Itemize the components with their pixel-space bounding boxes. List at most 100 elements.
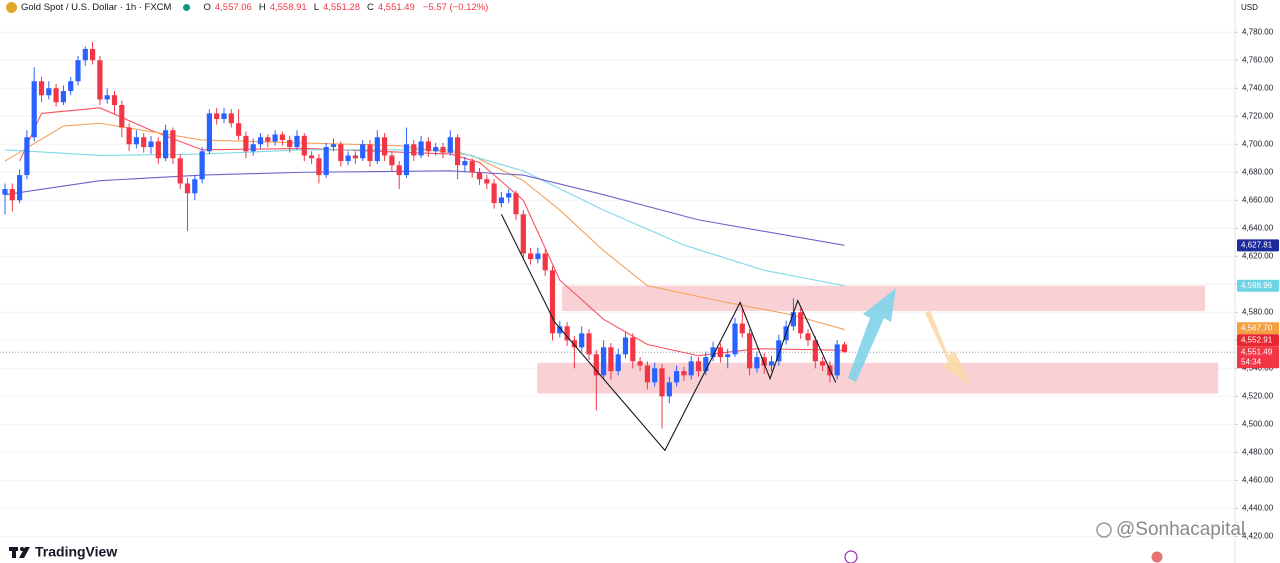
y-tick-label: 4,500.00	[1242, 419, 1274, 428]
candle-body	[776, 340, 782, 362]
candle-body	[382, 137, 388, 156]
candle-body	[557, 326, 563, 334]
candle-body	[754, 357, 760, 369]
candle-body	[681, 371, 687, 376]
y-tick-label: 4,420.00	[1242, 531, 1274, 540]
candle-body	[338, 144, 344, 162]
candle-body	[221, 113, 227, 120]
candle-body	[60, 91, 66, 103]
candle-body	[170, 130, 176, 159]
candle-body	[374, 137, 380, 162]
flag-icon[interactable]	[1150, 550, 1164, 563]
candle-body	[396, 165, 402, 176]
candle-body	[841, 344, 848, 353]
candle-body	[68, 81, 74, 92]
y-tick-label: 4,520.00	[1242, 391, 1274, 400]
candle-body	[46, 88, 52, 96]
candle-body	[345, 155, 351, 162]
y-tick-label: 4,780.00	[1242, 27, 1274, 36]
candle-body	[163, 130, 169, 159]
ohlc-value: 4,551.28	[323, 2, 360, 13]
y-tick-label: 4,640.00	[1242, 223, 1274, 232]
candle-body	[206, 113, 212, 152]
candle-body	[257, 137, 264, 145]
symbol-logo	[6, 2, 17, 13]
ohlc-key: O	[203, 2, 211, 13]
price-label-text: 4,552.91	[1241, 335, 1273, 344]
candle-body	[330, 144, 337, 148]
price-label-text: 4,567.70	[1241, 323, 1273, 332]
candle-body	[695, 361, 702, 372]
brand-logo	[9, 547, 30, 558]
symbol: Gold Spot / U.S. Dollar · 1h · FXCM	[21, 2, 172, 13]
candle-body	[768, 361, 775, 366]
moving-average	[4, 170, 845, 246]
candle-body	[287, 140, 293, 148]
candle-body	[586, 333, 592, 355]
candle-body	[462, 161, 468, 166]
candle-body	[666, 382, 672, 397]
candle-body	[425, 141, 431, 152]
candle-body	[272, 134, 278, 142]
candle-body	[820, 361, 826, 366]
candle-body	[192, 179, 198, 194]
moving-average	[4, 122, 845, 331]
candle-body	[141, 137, 147, 148]
candle-body	[148, 141, 154, 148]
price-label	[1237, 239, 1279, 252]
candle-body	[236, 123, 242, 136]
candle-body	[279, 134, 285, 141]
candle-body	[637, 361, 643, 366]
candle-body	[491, 183, 497, 204]
candle-body	[97, 60, 103, 100]
candle-body	[2, 189, 8, 195]
candle-body	[506, 193, 512, 198]
candle-body	[484, 179, 490, 184]
candle-body	[798, 312, 804, 334]
y-tick-label: 4,760.00	[1242, 55, 1274, 64]
candle-body	[155, 141, 161, 159]
y-tick-label: 4,740.00	[1242, 83, 1274, 92]
candle-body	[418, 141, 424, 156]
candle-body	[111, 95, 118, 106]
down-arrow	[925, 310, 970, 385]
ohlc-value: 4,557.06	[214, 2, 252, 13]
y-tick-label: 4,620.00	[1242, 251, 1274, 260]
candle-body	[316, 158, 322, 176]
candle-body	[455, 137, 461, 166]
watermark-icon	[1096, 522, 1112, 538]
candle-body	[403, 144, 410, 176]
candle-body	[717, 347, 723, 358]
candle-body	[652, 368, 658, 383]
ohlc-value: 4,558.91	[269, 2, 307, 13]
candle-body	[747, 333, 753, 369]
brand: TradingView	[35, 544, 117, 560]
price-label	[1237, 334, 1279, 347]
candle-body	[250, 144, 256, 152]
candle-body	[9, 189, 15, 201]
candle-body	[659, 368, 665, 397]
candle-body	[674, 371, 680, 383]
candle-body	[243, 135, 249, 152]
candle-body	[38, 81, 45, 96]
candle-body	[301, 135, 307, 156]
candle-body	[528, 253, 534, 260]
event-icon[interactable]	[844, 550, 858, 563]
candle-body	[119, 105, 125, 128]
pattern-line	[500, 214, 837, 452]
candle-body	[265, 137, 271, 142]
candle-body	[177, 158, 183, 184]
up-arrow	[848, 288, 896, 382]
candle-body	[411, 144, 417, 156]
candle-body	[608, 347, 614, 372]
candle-body	[615, 354, 621, 372]
y-tick-label: 4,700.00	[1242, 139, 1274, 148]
candle-body	[732, 323, 738, 355]
moving-average	[19, 107, 845, 357]
candle-body	[498, 197, 504, 204]
candle-body	[535, 253, 541, 260]
candle-body	[739, 323, 745, 334]
candle-body	[360, 144, 366, 159]
candle-body	[688, 361, 694, 376]
